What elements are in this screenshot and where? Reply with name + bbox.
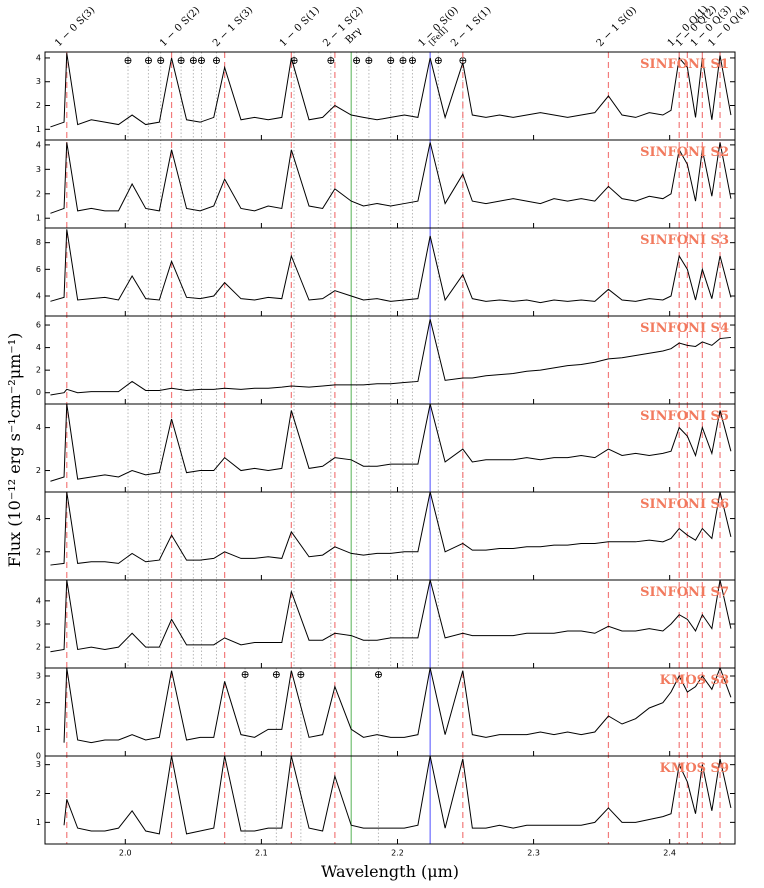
y-tick-label: 2	[36, 366, 41, 375]
y-tick-label: 0	[36, 388, 41, 397]
panel-frame	[44, 755, 736, 845]
y-tick-label: 3	[36, 165, 41, 174]
spectrum	[50, 229, 732, 304]
spectrum	[63, 668, 732, 744]
y-tick-label: 1	[36, 125, 41, 134]
x-tick-label: 2.2	[391, 849, 404, 858]
spectrum	[50, 142, 732, 214]
panel-label: SINFONI S6	[640, 497, 729, 512]
x-tick-label: 2.1	[255, 849, 268, 858]
y-tick-label: 4	[36, 140, 41, 149]
panel-label: KMOS S9	[660, 761, 729, 776]
line-label: 1 − 0 S(3)	[53, 5, 97, 49]
y-tick-label: 4	[36, 343, 41, 352]
y-tick-label: 2	[36, 466, 41, 475]
y-axis-title: Flux (10⁻¹² erg s⁻¹cm⁻²μm⁻¹)	[5, 333, 24, 568]
y-tick-label: 6	[36, 321, 41, 330]
x-tick-label: 2.4	[663, 849, 676, 858]
line-label: 1 − 0 S(2)	[158, 5, 202, 49]
spectrum	[50, 53, 732, 128]
telluric-symbol: ⊕	[458, 54, 467, 67]
x-axis-title: Wavelength (μm)	[321, 862, 459, 881]
line-label: 2 − 1 S(0)	[595, 5, 639, 49]
telluric-symbol: ⊕	[144, 54, 153, 67]
panel-frame	[44, 667, 736, 757]
y-tick-label: 2	[36, 547, 41, 556]
panel-label: KMOS S8	[660, 673, 729, 688]
spectrum	[50, 492, 732, 566]
telluric-symbol: ⊕	[434, 54, 443, 67]
telluric-symbol: ⊕	[296, 668, 305, 681]
telluric-symbol: ⊕	[408, 54, 417, 67]
panel-label: SINFONI S5	[640, 409, 729, 424]
y-tick-label: 2	[36, 789, 41, 798]
y-tick-label: 8	[36, 238, 41, 247]
x-tick-label: 2.0	[119, 849, 132, 858]
telluric-symbol: ⊕	[272, 668, 281, 681]
panel-label: SINFONI S7	[640, 585, 729, 600]
spectrum	[50, 319, 731, 396]
telluric-symbol: ⊕	[212, 54, 221, 67]
y-tick-label: 0	[36, 752, 41, 761]
telluric-symbol: ⊕	[197, 54, 206, 67]
line-label: 1 − 0 S(1)	[278, 5, 322, 49]
telluric-symbol: ⊕	[364, 54, 373, 67]
y-tick-label: 3	[36, 672, 41, 681]
telluric-symbol: ⊕	[176, 54, 185, 67]
panel-label: SINFONI S3	[640, 233, 729, 248]
y-tick-label: 2	[36, 101, 41, 110]
telluric-symbol: ⊕	[352, 54, 361, 67]
telluric-symbol: ⊕	[156, 54, 165, 67]
panel-label: SINFONI S4	[640, 321, 729, 336]
y-tick-label: 2	[36, 189, 41, 198]
telluric-symbol: ⊕	[123, 54, 132, 67]
y-tick-label: 1	[36, 818, 41, 827]
telluric-symbol: ⊕	[189, 54, 198, 67]
panel-frame	[44, 139, 736, 229]
telluric-symbol: ⊕	[326, 54, 335, 67]
y-tick-label: 3	[36, 760, 41, 769]
line-label: 2 − 1 S(2)	[321, 5, 365, 49]
y-tick-label: 2	[36, 698, 41, 707]
spectrum	[63, 756, 732, 835]
y-tick-label: 4	[36, 596, 41, 605]
y-tick-label: 3	[36, 620, 41, 629]
y-tick-label: 1	[36, 214, 41, 223]
y-tick-label: 1	[36, 725, 41, 734]
telluric-symbol: ⊕	[240, 668, 249, 681]
y-tick-label: 6	[36, 265, 41, 274]
y-tick-label: 3	[36, 77, 41, 86]
y-tick-label: 4	[36, 423, 41, 432]
telluric-symbol: ⊕	[398, 54, 407, 67]
y-tick-label: 4	[36, 53, 41, 62]
panel-label: SINFONI S2	[640, 145, 729, 160]
telluric-symbol: ⊕	[374, 668, 383, 681]
spectrum	[50, 404, 732, 482]
panel-label: SINFONI S1	[640, 57, 729, 72]
telluric-symbol: ⊕	[289, 54, 298, 67]
y-tick-label: 4	[36, 292, 41, 301]
telluric-symbol: ⊕	[386, 54, 395, 67]
y-tick-label: 4	[36, 514, 41, 523]
line-label: 2 − 1 S(3)	[211, 5, 255, 49]
x-tick-label: 2.3	[527, 849, 540, 858]
spectrum	[50, 580, 732, 653]
y-tick-label: 2	[36, 643, 41, 652]
